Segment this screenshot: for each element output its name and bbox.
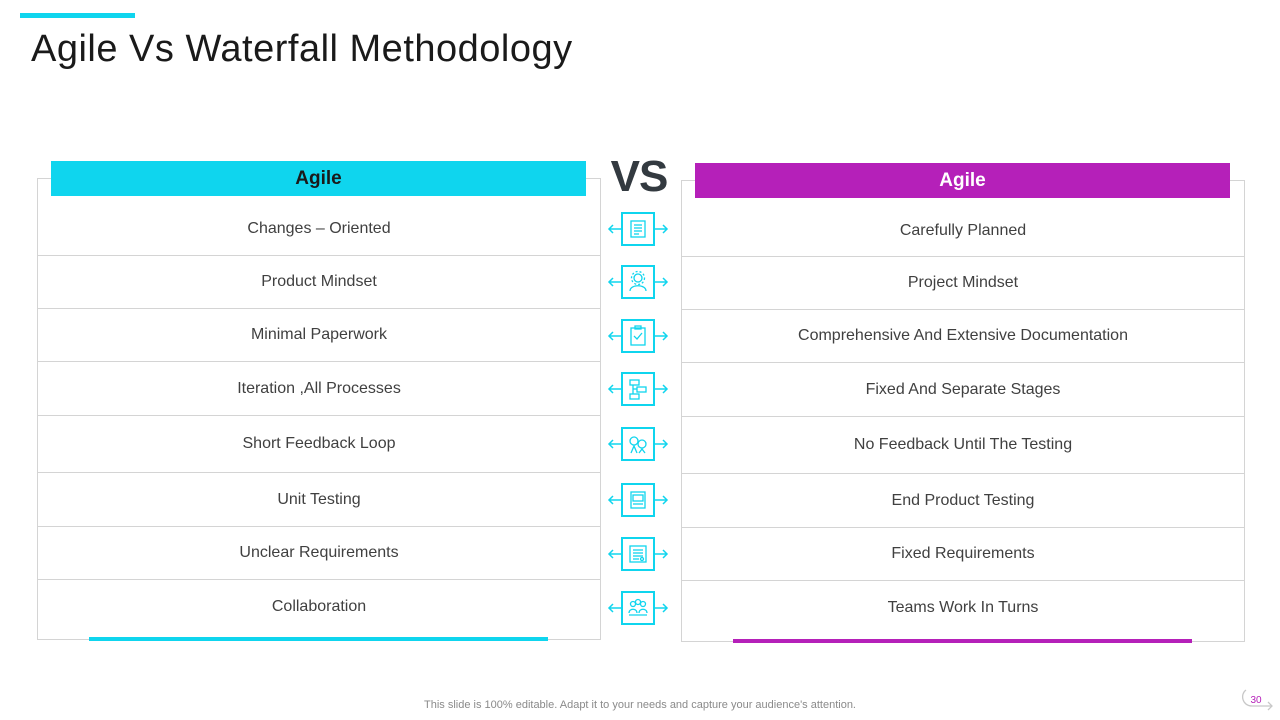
title-accent-bar	[20, 13, 135, 18]
document-icon	[630, 220, 646, 238]
connector-row-7	[607, 537, 669, 571]
connector-row-1	[607, 212, 669, 246]
right-row: Project Mindset	[682, 257, 1244, 310]
right-row: Comprehensive And Extensive Documentatio…	[682, 310, 1244, 363]
agile-bottom-bar	[89, 637, 548, 641]
page-number: 30	[1250, 695, 1262, 706]
connector-row-6	[607, 483, 669, 517]
right-row-label: No Feedback Until The Testing	[853, 436, 1073, 453]
right-row-label: Fixed Requirements	[891, 545, 1035, 562]
left-row-label: Short Feedback Loop	[242, 435, 396, 452]
left-row-label: Unclear Requirements	[239, 544, 399, 561]
requirements-icon	[629, 545, 647, 563]
left-row-label: Collaboration	[271, 597, 367, 615]
testing-icon	[630, 491, 646, 509]
clipboard-check-icon	[630, 325, 646, 346]
left-row: Unit Testing	[38, 473, 600, 527]
feedback-icon	[629, 436, 647, 454]
waterfall-panel: Carefully Planned Project Mindset Compre…	[681, 180, 1245, 642]
left-row-label: Product Mindset	[261, 273, 377, 290]
person-icon	[629, 270, 647, 292]
left-row-label: Unit Testing	[277, 490, 361, 508]
right-row: No Feedback Until The Testing	[682, 417, 1244, 474]
connector-row-3	[607, 319, 669, 353]
right-row-label: Project Mindset	[907, 274, 1019, 291]
left-row: Short Feedback Loop	[38, 416, 600, 473]
agile-header: Agile	[51, 161, 586, 196]
agile-panel: Changes – Oriented Product Mindset Minim…	[37, 178, 601, 640]
right-row-label: Comprehensive And Extensive Documentatio…	[798, 327, 1128, 344]
left-row: Changes – Oriented	[38, 203, 600, 256]
connector-row-8	[607, 591, 669, 625]
right-row: Teams Work In Turns	[682, 581, 1244, 634]
page-number-badge: 30	[1238, 684, 1278, 714]
right-row: Fixed And Separate Stages	[682, 363, 1244, 417]
collaboration-icon	[628, 598, 648, 616]
vs-label: VS	[610, 152, 669, 201]
left-row: Product Mindset	[38, 256, 600, 309]
left-row: Unclear Requirements	[38, 527, 600, 580]
right-row: End Product Testing	[682, 474, 1244, 528]
right-row-label: Carefully Planned	[899, 221, 1027, 239]
connector-row-5	[607, 427, 669, 461]
left-row-label: Iteration ,All Processes	[237, 379, 401, 397]
right-row-label: Fixed And Separate Stages	[865, 380, 1061, 398]
right-row-label: End Product Testing	[891, 491, 1035, 509]
left-row-label: Changes – Oriented	[247, 220, 391, 237]
left-row: Collaboration	[38, 580, 600, 633]
left-row: Iteration ,All Processes	[38, 362, 600, 416]
right-row: Fixed Requirements	[682, 528, 1244, 581]
right-row: Carefully Planned	[682, 205, 1244, 257]
page-title: Agile Vs Waterfall Methodology	[31, 28, 573, 70]
left-row: Minimal Paperwork	[38, 309, 600, 362]
waterfall-header: Agile	[695, 163, 1230, 198]
right-row-label: Teams Work In Turns	[887, 598, 1039, 616]
left-row-label: Minimal Paperwork	[250, 326, 388, 343]
refresh-arrow-icon	[1241, 689, 1273, 711]
connector-row-2	[607, 265, 669, 299]
flowchart-icon	[629, 379, 647, 400]
footer-note: This slide is 100% editable. Adapt it to…	[424, 699, 856, 711]
connector-row-4	[607, 372, 669, 406]
waterfall-bottom-bar	[733, 639, 1192, 643]
